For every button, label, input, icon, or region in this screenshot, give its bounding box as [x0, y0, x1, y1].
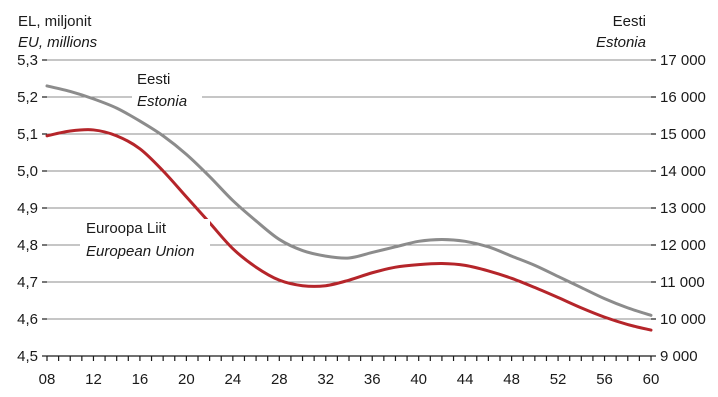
left-tick-label: 4,7 — [17, 274, 38, 291]
left-tick-label: 5,2 — [17, 89, 38, 106]
x-tick-label: 24 — [225, 371, 242, 388]
axes: 5,3 5,2 5,1 5,0 4,9 4,8 4,7 4,6 4,5 17 000 16 000 1… — [17, 52, 706, 388]
x-tick-label: 16 — [132, 371, 149, 388]
left-tick-label: 5,3 — [17, 52, 38, 69]
right-tick-label: 15 000 — [660, 126, 706, 143]
series-lines — [45, 84, 653, 332]
x-tick-label: 60 — [643, 371, 660, 388]
series-label-estonia-en: Estonia — [137, 93, 187, 110]
right-tick-label: 16 000 — [660, 89, 706, 106]
left-tick-label: 4,6 — [17, 311, 38, 328]
x-tick-label: 08 — [39, 371, 56, 388]
x-tick-label: 36 — [364, 371, 381, 388]
eu-label-bg — [80, 219, 210, 263]
x-tick-label: 40 — [410, 371, 427, 388]
x-tick-label: 44 — [457, 371, 474, 388]
right-tick-label: 10 000 — [660, 311, 706, 328]
labels: EL, miljonit EU, millions Eesti Estonia … — [18, 13, 646, 263]
left-tick-label: 4,5 — [17, 348, 38, 365]
x-tick-label: 28 — [271, 371, 288, 388]
right-tick-label: 9 000 — [660, 348, 698, 365]
x-tick-label: 48 — [503, 371, 520, 388]
right-tick-label: 11 000 — [660, 274, 705, 291]
series-label-eu-et: Euroopa Liit — [86, 220, 167, 237]
series-label-estonia-et: Eesti — [137, 71, 170, 88]
x-tick-label: 52 — [550, 371, 567, 388]
left-axis-title-et: EL, miljonit — [18, 13, 92, 30]
estonia-label-bg — [132, 70, 202, 114]
series-line-eu — [45, 128, 653, 332]
left-tick-label: 4,8 — [17, 237, 38, 254]
x-tick-label: 20 — [178, 371, 195, 388]
series-label-eu-en: European Union — [86, 243, 194, 260]
right-tick-label: 17 000 — [660, 52, 706, 69]
left-tick-label: 5,0 — [17, 163, 38, 180]
right-tick-label: 14 000 — [660, 163, 706, 180]
x-tick-label: 56 — [596, 371, 613, 388]
left-tick-label: 4,9 — [17, 200, 38, 217]
right-axis-title-en: Estonia — [596, 34, 646, 51]
right-tick-label: 13 000 — [660, 200, 706, 217]
right-axis-title-et: Eesti — [613, 13, 646, 30]
x-tick-label: 12 — [85, 371, 102, 388]
left-tick-label: 5,1 — [17, 126, 38, 143]
series-line-estonia — [45, 84, 653, 317]
left-axis-title-en: EU, millions — [18, 34, 98, 51]
right-tick-label: 12 000 — [660, 237, 706, 254]
x-tick-label: 32 — [317, 371, 334, 388]
